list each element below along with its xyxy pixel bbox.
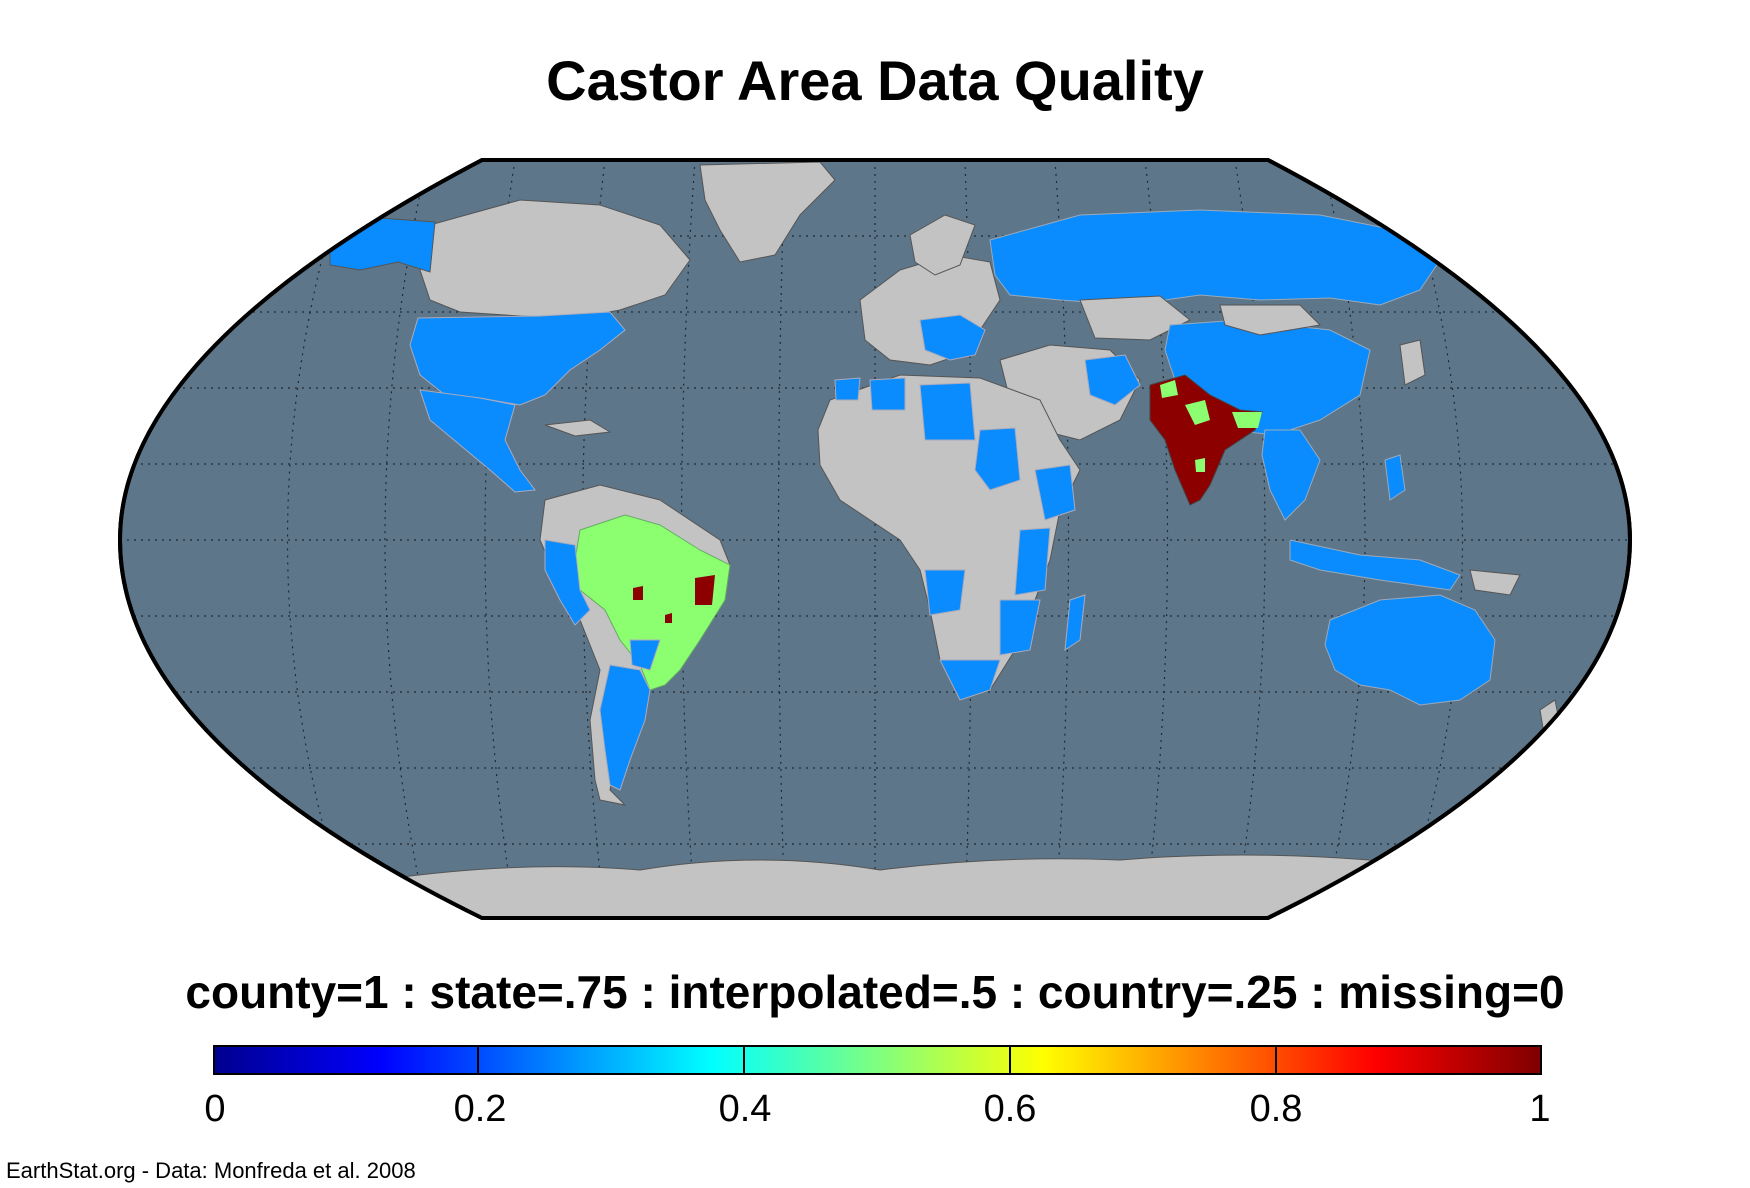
- peru: [544, 539, 591, 626]
- caribbean: [544, 419, 612, 437]
- madagascar: [1064, 594, 1086, 652]
- india-state-level-areas: [1160, 380, 1262, 472]
- mexico-central-america: [419, 389, 536, 493]
- colorbar-label-0: 0: [204, 1088, 226, 1130]
- india: [1149, 374, 1263, 506]
- brazil: [574, 514, 731, 691]
- paraguay: [629, 639, 661, 671]
- japan: [1399, 339, 1426, 386]
- colorbar-label-0.8: 0.8: [1249, 1088, 1303, 1130]
- credit-text: EarthStat.org - Data: Monfreda et al. 20…: [6, 1158, 416, 1183]
- southeast-asia: [1261, 429, 1321, 521]
- canada: [419, 199, 691, 319]
- colorbar-tick: [1009, 1045, 1011, 1075]
- globe-outline: [117, 158, 1633, 920]
- alaska: [329, 217, 436, 273]
- usa: [409, 311, 626, 406]
- brazil-county-hotspots: [633, 575, 715, 623]
- colorbar-label-0.6: 0.6: [983, 1088, 1037, 1130]
- papua-new-guinea: [1469, 569, 1521, 596]
- colorbar-tick: [477, 1045, 479, 1075]
- colorbar-tick: [1275, 1045, 1277, 1075]
- greenland: [699, 161, 836, 263]
- iran: [1084, 354, 1141, 406]
- colorbar-tick: [743, 1045, 745, 1075]
- world-map: [117, 158, 1633, 920]
- australia: [1324, 594, 1496, 706]
- europe-country-level: [919, 314, 986, 361]
- argentina: [599, 664, 651, 791]
- indonesia: [1289, 539, 1461, 591]
- philippines: [1384, 454, 1406, 501]
- map-title: Castor Area Data Quality: [546, 49, 1204, 112]
- colorbar: [213, 1045, 1542, 1075]
- mongolia: [1219, 304, 1322, 336]
- graticule: [120, 160, 1630, 918]
- colorbar-gradient: [213, 1045, 1542, 1075]
- legend-caption: county=1 : state=.75 : interpolated=.5 :…: [185, 966, 1565, 1018]
- russia: [989, 209, 1441, 306]
- africa-country-level: [834, 377, 1076, 701]
- colorbar-label-0.4: 0.4: [718, 1088, 772, 1130]
- colorbar-label-1: 1: [1529, 1088, 1551, 1130]
- colorbar-label-0.2: 0.2: [453, 1088, 507, 1130]
- scandinavia: [909, 214, 976, 276]
